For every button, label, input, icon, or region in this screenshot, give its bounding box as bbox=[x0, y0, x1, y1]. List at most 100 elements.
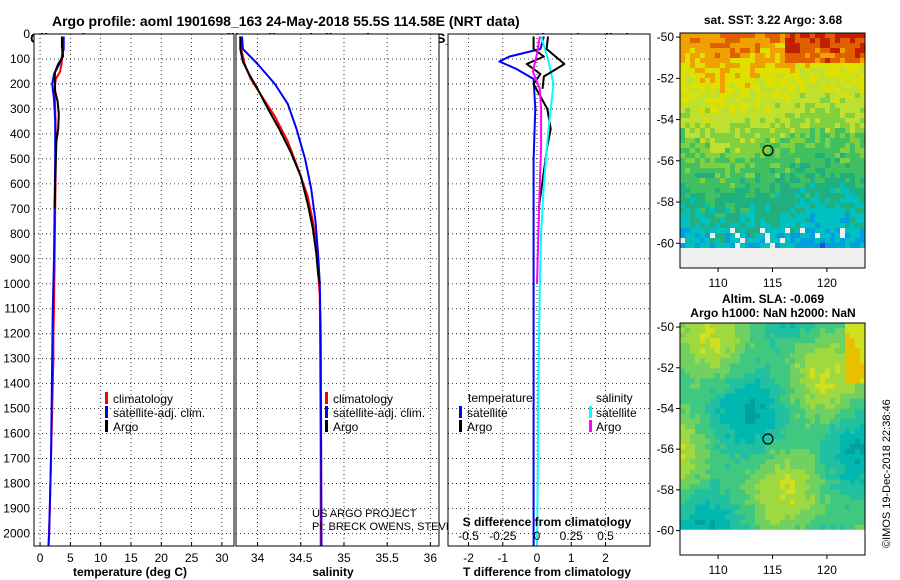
sst-cell bbox=[750, 33, 756, 39]
sst-cell bbox=[705, 178, 711, 184]
sla-cell bbox=[835, 459, 841, 465]
sla-cell bbox=[740, 428, 746, 435]
sla-cell bbox=[805, 338, 811, 344]
sla-cell bbox=[680, 403, 686, 410]
sst-cell bbox=[720, 63, 726, 69]
sla-cell bbox=[715, 489, 721, 495]
sla-cell bbox=[780, 418, 786, 425]
sla-cell bbox=[820, 363, 826, 369]
sla-cell bbox=[810, 464, 816, 470]
sst-cell bbox=[705, 253, 711, 259]
sla-cell bbox=[795, 524, 801, 531]
legend-label-climatology: climatology bbox=[333, 392, 393, 406]
sst-cell bbox=[750, 248, 756, 254]
sst-cell bbox=[685, 238, 691, 244]
sst-cell bbox=[800, 248, 806, 254]
sla-cell bbox=[820, 433, 826, 440]
sla-cell bbox=[750, 333, 756, 339]
sst-cell bbox=[835, 93, 841, 99]
sla-cell bbox=[780, 534, 786, 541]
sla-cell bbox=[690, 338, 696, 344]
sla-cell bbox=[695, 499, 701, 505]
sla-cell bbox=[700, 368, 706, 374]
sst-cell bbox=[845, 193, 851, 199]
sst-cell bbox=[745, 113, 751, 119]
sst-cell bbox=[765, 88, 771, 94]
sla-cell bbox=[850, 504, 856, 511]
sla-cell bbox=[830, 378, 836, 384]
sst-cell bbox=[755, 253, 761, 259]
axes-frame bbox=[33, 33, 235, 547]
sst-cell bbox=[785, 128, 791, 134]
sst-cell bbox=[700, 228, 706, 234]
sla-cell bbox=[800, 348, 806, 354]
sla-cell bbox=[805, 504, 811, 511]
sst-cell bbox=[800, 228, 806, 234]
sla-cell bbox=[845, 529, 851, 536]
sla-cell bbox=[730, 489, 736, 495]
sst-cell bbox=[800, 83, 806, 89]
sst-cell bbox=[735, 223, 741, 229]
sla-cell bbox=[820, 428, 826, 435]
sla-cell bbox=[785, 328, 791, 334]
sst-cell bbox=[695, 158, 701, 164]
sst-cell bbox=[760, 228, 766, 234]
sst-cell bbox=[820, 93, 826, 99]
sla-cell bbox=[735, 328, 741, 334]
sla-cell bbox=[695, 449, 701, 455]
sla-cell bbox=[795, 544, 801, 551]
sla-cell bbox=[685, 484, 691, 490]
sst-cell bbox=[825, 53, 831, 59]
sla-cell bbox=[760, 494, 766, 500]
sla-cell bbox=[780, 449, 786, 455]
sst-cell bbox=[725, 103, 731, 109]
sla-cell bbox=[805, 383, 811, 389]
sst-cell bbox=[740, 68, 746, 74]
sst-cell bbox=[745, 123, 751, 129]
sst-cell bbox=[845, 133, 851, 139]
sla-cell bbox=[845, 439, 851, 445]
sla-cell bbox=[755, 383, 761, 389]
sst-cell bbox=[755, 123, 761, 129]
sst-cell bbox=[760, 78, 766, 84]
sla-cell bbox=[835, 368, 841, 374]
sla-cell bbox=[750, 408, 756, 415]
sla-cell bbox=[715, 368, 721, 374]
sla-cell bbox=[860, 323, 865, 329]
sst-cell bbox=[805, 153, 811, 159]
sla-cell bbox=[695, 373, 701, 379]
sla-cell bbox=[785, 464, 791, 470]
sst-cell bbox=[685, 103, 691, 109]
sst-cell bbox=[705, 263, 711, 268]
sla-cell bbox=[760, 368, 766, 374]
sst-cell bbox=[730, 98, 736, 104]
sst-cell bbox=[815, 153, 821, 159]
sst-cell bbox=[825, 113, 831, 119]
sla-cell bbox=[755, 499, 761, 505]
x-tick-label: -1 bbox=[497, 551, 508, 565]
sla-cell bbox=[745, 403, 751, 410]
sla-cell bbox=[815, 378, 821, 384]
sst-cell bbox=[680, 73, 686, 79]
sst-cell bbox=[840, 113, 846, 119]
sst-cell bbox=[680, 98, 686, 104]
sst-cell bbox=[700, 138, 706, 144]
sst-cell bbox=[735, 113, 741, 119]
sla-cell bbox=[780, 343, 786, 349]
sst-cell bbox=[730, 128, 736, 134]
sla-cell bbox=[855, 328, 861, 334]
sst-cell bbox=[860, 163, 865, 169]
sla-cell bbox=[700, 373, 706, 379]
sla-cell bbox=[810, 413, 816, 420]
sst-cell bbox=[700, 183, 706, 189]
sla-cell bbox=[780, 524, 786, 531]
sst-cell bbox=[845, 173, 851, 179]
sla-cell bbox=[705, 489, 711, 495]
sla-cell bbox=[735, 519, 741, 526]
sst-cell bbox=[685, 98, 691, 104]
sst-cell bbox=[800, 113, 806, 119]
sla-cell bbox=[830, 519, 836, 526]
sst-cell bbox=[855, 108, 861, 114]
sst-cell bbox=[750, 83, 756, 89]
sst-cell bbox=[690, 263, 696, 268]
